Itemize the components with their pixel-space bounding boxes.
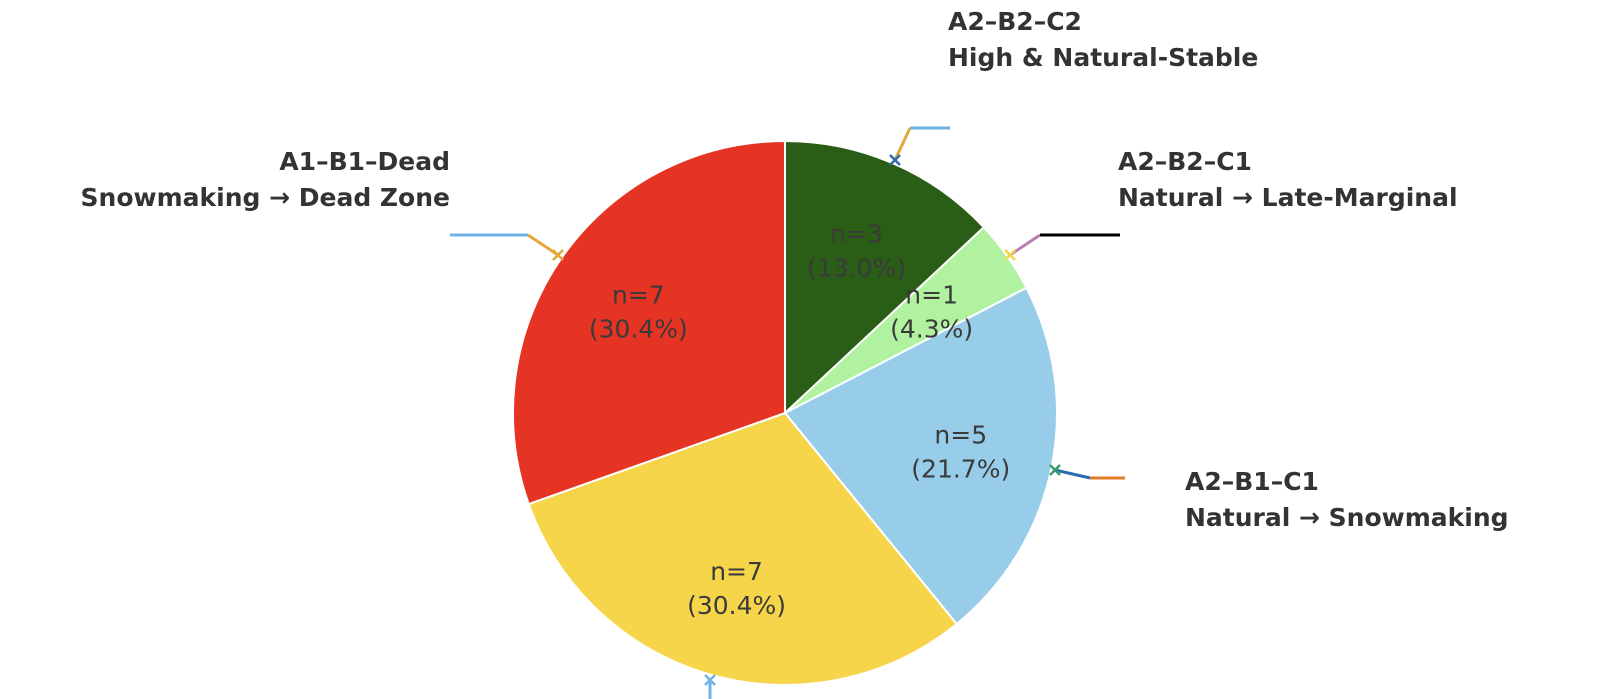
category-label-code: A2–B2–C1 xyxy=(1118,147,1252,176)
slice-labels: n=3 (13.0%)n=1 (4.3%) n=5 (21.7%) n=7 (30.4%) n… xyxy=(589,219,1010,620)
slice-count-label: n=7 xyxy=(612,280,665,309)
category-label-description: Natural → Late-Marginal xyxy=(1118,183,1458,212)
category-label-description: High & Natural-Stable xyxy=(948,43,1258,72)
leader-line-inner xyxy=(893,127,912,161)
slice-percent-label: (4.3%) xyxy=(890,314,973,343)
category-label-description: Snowmaking → Dead Zone xyxy=(81,183,450,212)
pie-slice xyxy=(512,139,786,506)
leader-marker xyxy=(552,249,564,261)
pie-slice xyxy=(527,411,959,686)
category-label-code: A1–B1–Dead xyxy=(279,147,450,176)
pie-slice xyxy=(784,139,986,416)
slice-count-label: n=1 xyxy=(905,280,958,309)
pie-slice xyxy=(783,286,1058,626)
leader-marker xyxy=(1004,249,1016,261)
pie-wedges xyxy=(512,139,1058,686)
category-label-code: A2–B1–C1 xyxy=(1185,467,1319,496)
leader-marker xyxy=(1049,464,1061,476)
slice-percent-label: (21.7%) xyxy=(911,455,1010,484)
category-label-description: Natural → Snowmaking xyxy=(1185,503,1509,532)
slice-count-label: n=5 xyxy=(934,421,987,450)
leader-lines xyxy=(450,126,1125,699)
slice-percent-label: (13.0%) xyxy=(807,253,906,282)
slice-count-label: n=3 xyxy=(830,219,883,248)
leader-marker xyxy=(704,674,716,686)
slice-percent-label: (30.4%) xyxy=(589,314,688,343)
category-labels: A2–B2–C2 High & Natural-Stable A2–B2–C1 Nat… xyxy=(81,7,1509,532)
category-label-code: A2–B2–C2 xyxy=(948,7,1082,36)
leader-line-inner xyxy=(1054,468,1091,480)
slice-count-label: n=7 xyxy=(710,557,763,586)
slice-percent-label: (30.4%) xyxy=(687,591,786,620)
leader-marker xyxy=(889,154,901,166)
